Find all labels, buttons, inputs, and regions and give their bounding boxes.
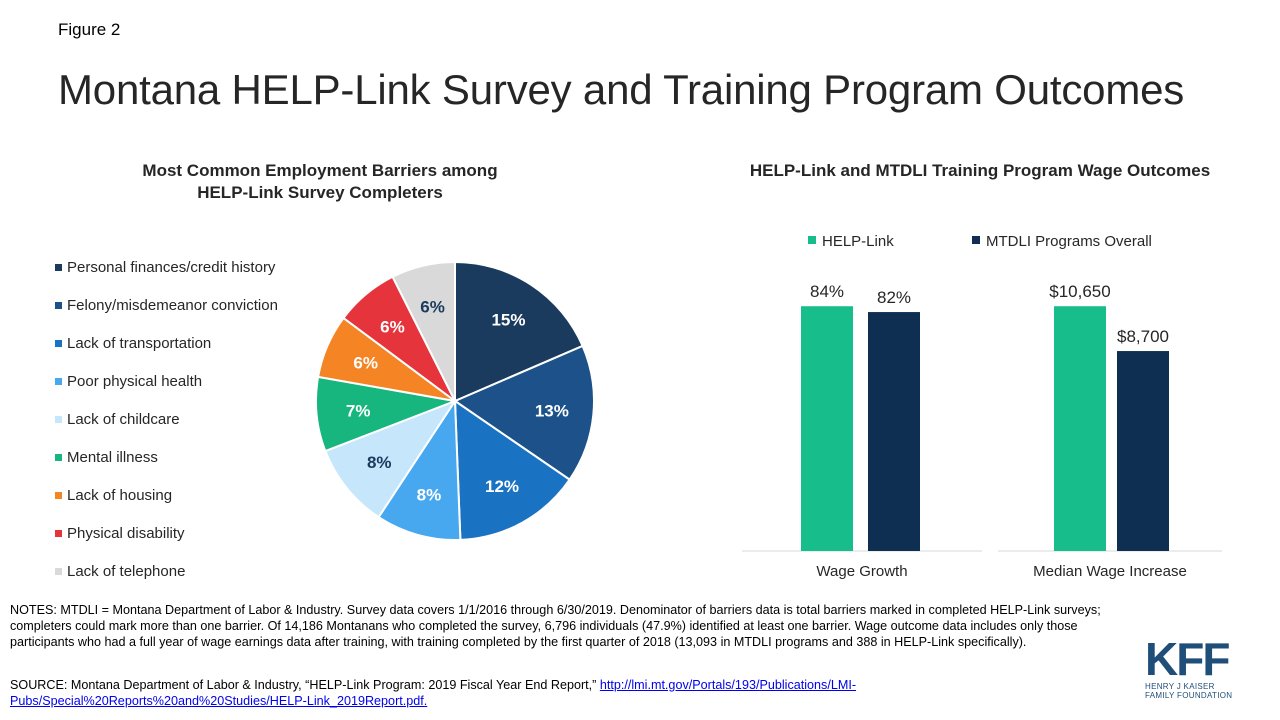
pie-slice-label: 8% xyxy=(367,453,392,472)
pie-slice xyxy=(324,398,458,519)
pie-legend-item: Personal finances/credit history xyxy=(55,248,278,286)
pie-slice-label: 6% xyxy=(380,317,405,336)
bar-legend-label: MTDLI Programs Overall xyxy=(986,233,1152,250)
page-title: Montana HELP-Link Survey and Training Pr… xyxy=(58,66,1185,113)
pie-slice-label: 6% xyxy=(420,297,445,316)
pie-legend-label: Lack of telephone xyxy=(67,562,186,580)
bar-chart-title: HELP-Link and MTDLI Training Program Wag… xyxy=(749,161,1211,180)
pie-slice xyxy=(452,344,595,482)
pie-slice xyxy=(454,260,584,403)
source-prefix: SOURCE: Montana Department of Labor & In… xyxy=(10,678,600,692)
pie-legend-item: Physical disability xyxy=(55,514,278,552)
pie-legend-item: Poor physical health xyxy=(55,362,278,400)
pie-slice-label: 6% xyxy=(353,353,378,372)
bar-legend-swatch xyxy=(808,236,816,244)
pie-slice-label: 8% xyxy=(417,486,442,505)
pie-title-line-2: HELP-Link Survey Completers xyxy=(197,183,443,202)
pie-title-line-1: Most Common Employment Barriers among xyxy=(142,161,498,180)
pie-legend-item: Lack of housing xyxy=(55,476,278,514)
pie-legend-swatch xyxy=(55,453,62,461)
pie-legend-item: Mental illness xyxy=(55,438,278,476)
pie-legend-label: Personal finances/credit history xyxy=(67,258,276,276)
bar-value-label: 84% xyxy=(810,282,844,301)
bar-category-label: Wage Growth xyxy=(816,563,907,580)
pie-legend-swatch xyxy=(55,263,62,271)
pie-legend-swatch xyxy=(55,529,62,537)
kff-logo-subtitle: HENRY J KAISER FAMILY FOUNDATION xyxy=(1145,682,1245,700)
pie-chart-title: Most Common Employment Barriers among HE… xyxy=(90,160,550,204)
source-link[interactable]: http://lmi.mt.gov/Portals/193/Publicatio… xyxy=(10,678,857,708)
pie-legend-label: Poor physical health xyxy=(67,372,203,390)
bar xyxy=(868,312,920,551)
source-text: SOURCE: Montana Department of Labor & In… xyxy=(10,677,1120,709)
kff-logo: KFF HENRY J KAISER FAMILY FOUNDATION xyxy=(1145,636,1245,700)
pie-legend-item: Lack of childcare xyxy=(55,400,278,438)
pie-slice-label: 13% xyxy=(535,401,569,420)
pie-slice-label: 12% xyxy=(485,477,519,496)
pie-legend-label: Lack of childcare xyxy=(67,410,180,428)
pie-legend-item: Felony/misdemeanor conviction xyxy=(55,286,278,324)
pie-legend-swatch xyxy=(55,339,62,347)
bar-chart: HELP-Link MTDLI Programs Overall 84% 82% Wag… xyxy=(742,233,1222,580)
bar-legend-swatch xyxy=(972,236,980,244)
pie-legend-item: Lack of telephone xyxy=(55,552,278,590)
pie-slice-label: 15% xyxy=(491,311,525,330)
pie-chart: 15%13%12%8%8%7%6%6%6% xyxy=(315,260,595,541)
pie-legend-label: Mental illness xyxy=(67,448,158,466)
pie-legend-swatch xyxy=(55,415,62,423)
pie-legend-swatch xyxy=(55,301,62,309)
pie-legend-label: Lack of housing xyxy=(67,486,173,504)
bar-value-label: 82% xyxy=(877,288,911,307)
pie-legend-swatch xyxy=(55,567,62,575)
pie-slice xyxy=(377,397,462,541)
kff-logo-line-1: HENRY J KAISER xyxy=(1145,682,1215,691)
pie-legend: Personal finances/credit history Felony/m… xyxy=(55,248,278,590)
bar xyxy=(1054,306,1106,551)
pie-slice-label: 7% xyxy=(346,401,371,420)
pie-legend-label: Lack of transportation xyxy=(67,334,212,352)
bar-legend-label: HELP-Link xyxy=(822,233,894,250)
bar-value-label: $10,650 xyxy=(1049,282,1110,301)
bar xyxy=(1117,351,1169,551)
pie-legend-swatch xyxy=(55,491,62,499)
pie-legend-label: Physical disability xyxy=(67,524,185,542)
bar-value-label: $8,700 xyxy=(1117,327,1169,346)
bar-category-label: Median Wage Increase xyxy=(1033,563,1187,580)
pie-slice xyxy=(453,399,572,541)
notes-text: NOTES: MTDLI = Montana Department of Lab… xyxy=(10,603,1101,649)
pie-slice xyxy=(391,260,456,402)
pie-legend-swatch xyxy=(55,377,62,385)
kff-logo-line-2: FAMILY FOUNDATION xyxy=(1145,691,1233,700)
kff-logo-mark: KFF xyxy=(1145,633,1230,685)
bar xyxy=(801,306,853,551)
figure-label: Figure 2 xyxy=(58,20,121,39)
pie-legend-label: Felony/misdemeanor conviction xyxy=(67,296,278,314)
pie-legend-item: Lack of transportation xyxy=(55,324,278,362)
